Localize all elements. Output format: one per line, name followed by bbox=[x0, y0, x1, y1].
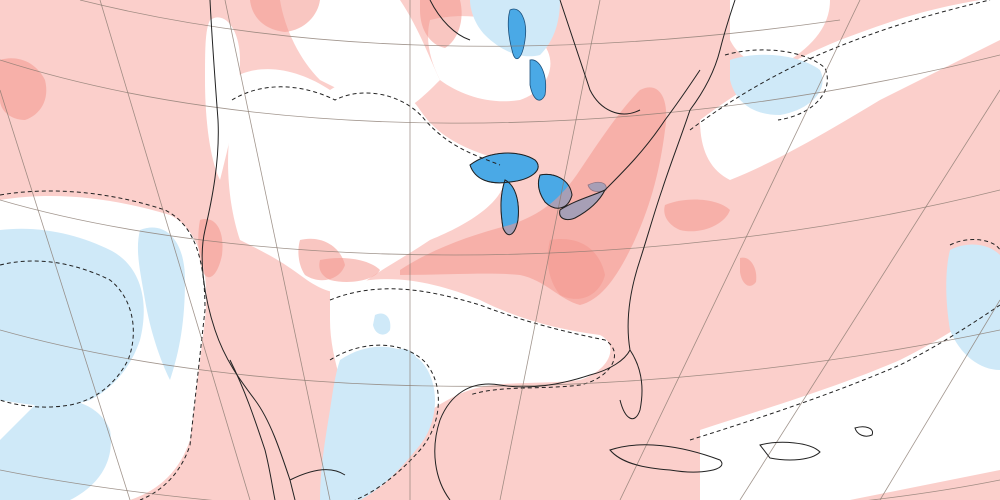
neutral-continent-interior bbox=[228, 69, 506, 293]
strong-warm-hudson-north bbox=[420, 0, 462, 48]
meridian-7 bbox=[739, 89, 1000, 500]
pacific-coastline bbox=[201, 0, 296, 500]
meridian-8 bbox=[879, 299, 1000, 500]
mexico-west-coastline bbox=[289, 469, 346, 481]
neutral-far-northeast bbox=[730, 0, 830, 64]
baja-coastline bbox=[229, 359, 276, 500]
contour-mexico bbox=[329, 344, 439, 500]
strong-warm-north-pacific bbox=[0, 58, 47, 120]
strong-warm-northeast-atlantic bbox=[664, 199, 730, 232]
great-lakes-outline bbox=[469, 152, 607, 236]
cold-baja-coast bbox=[137, 227, 185, 380]
cold-labrador bbox=[730, 54, 823, 115]
strong-warm-plains bbox=[319, 258, 380, 282]
parallel-5 bbox=[0, 469, 1000, 500]
cuba-outline bbox=[609, 444, 723, 473]
contour-atlantic-east bbox=[949, 239, 1000, 251]
contour-southcentral bbox=[329, 288, 615, 396]
parallel-3 bbox=[0, 189, 1000, 256]
neutral-caribbean-band bbox=[700, 300, 1000, 500]
strong-warm-ohio-valley bbox=[547, 239, 605, 299]
contour-labrador bbox=[724, 49, 828, 121]
florida-coastline bbox=[619, 349, 643, 420]
parallel-4 bbox=[0, 329, 1000, 387]
parallel-1 bbox=[79, 0, 841, 47]
puerto-rico-outline bbox=[854, 426, 874, 437]
meridian-1 bbox=[0, 89, 131, 500]
lake-winnipegosis bbox=[529, 59, 547, 101]
yucatan-coastline bbox=[434, 419, 451, 500]
labrador-coastline bbox=[689, 0, 736, 111]
cold-gulf-mexico-small bbox=[395, 348, 419, 383]
parallel-2 bbox=[0, 54, 1000, 124]
contour-pacific bbox=[0, 190, 206, 500]
cold-rockies-small bbox=[373, 313, 391, 335]
strong-warm-northern-canada bbox=[250, 0, 320, 32]
hispaniola-outline bbox=[759, 441, 821, 461]
meridian-2 bbox=[99, 0, 251, 500]
st-lawrence-outline bbox=[604, 69, 701, 191]
strong-warm-bermuda bbox=[740, 257, 757, 286]
meridian-3 bbox=[224, 0, 331, 500]
gulf-coastline bbox=[439, 349, 631, 421]
cold-atlantic-east bbox=[946, 244, 1000, 370]
east-coastline bbox=[627, 109, 691, 351]
meridian-6 bbox=[619, 0, 861, 500]
contour-pacific-inner bbox=[0, 260, 134, 408]
cold-pacific-southwest bbox=[0, 398, 111, 500]
hudson-bay-outline bbox=[429, 0, 641, 115]
coastlines bbox=[201, 0, 874, 500]
contour-caribbean bbox=[689, 304, 1000, 441]
neutral-northeast-atlantic bbox=[700, 0, 1000, 180]
meridian-5 bbox=[499, 0, 601, 500]
neutral-north-canada bbox=[280, 0, 440, 113]
